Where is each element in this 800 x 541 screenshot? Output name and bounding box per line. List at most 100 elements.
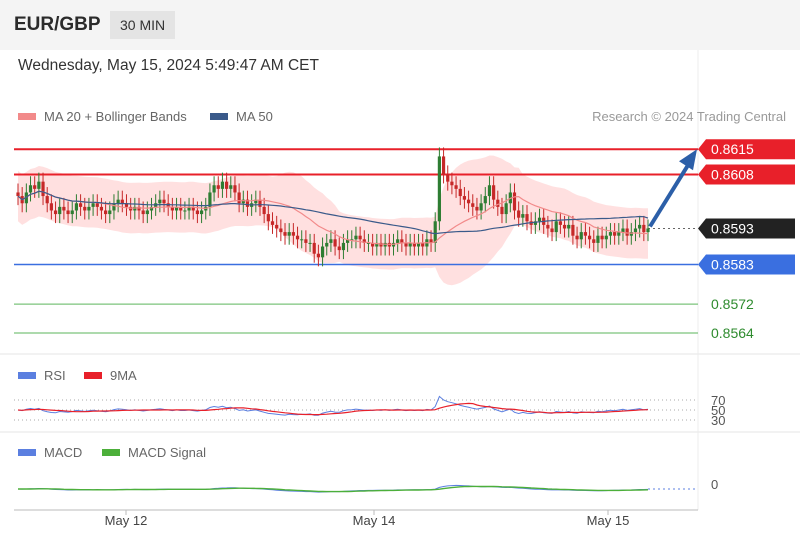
macd-signal-line (18, 485, 649, 493)
candle-body (596, 235, 600, 243)
rsi-legend-label: RSI (44, 368, 66, 383)
candle-body (579, 232, 583, 240)
candle-body (604, 235, 608, 240)
candle-body (45, 196, 49, 204)
candle-body (533, 221, 537, 225)
candle-body (216, 185, 220, 189)
candle-body (366, 242, 371, 244)
candle-body (83, 206, 87, 211)
rsi-level-label: 30 (711, 413, 725, 428)
candle-body (437, 156, 441, 222)
candle-body (120, 199, 124, 204)
candle-body (504, 203, 508, 215)
candle-body (170, 206, 174, 211)
candle-body (41, 181, 45, 197)
candle-body (575, 235, 579, 240)
candle-body (483, 196, 487, 204)
candle-body (99, 206, 104, 211)
candle-body (629, 232, 633, 236)
candle-body (53, 210, 58, 215)
ma50-line (17, 190, 649, 235)
candle-body (341, 242, 346, 251)
candle-body (78, 203, 83, 207)
candle-body (646, 228, 650, 233)
instrument-title: EUR/GBP (14, 14, 101, 35)
forecast-arrow (648, 164, 690, 228)
candle-body (450, 181, 454, 186)
candle-body (375, 242, 379, 247)
candle-body (466, 199, 471, 204)
candle-body (329, 239, 333, 243)
candle-body (262, 206, 266, 215)
candle-body (28, 185, 33, 193)
x-tick-label: May 12 (105, 513, 148, 528)
candle-body (304, 239, 308, 243)
candle-body (300, 239, 304, 241)
candle-body (487, 185, 492, 197)
candle-body (396, 239, 400, 243)
support-level-label: 0.8583 (711, 257, 754, 273)
candle-body (49, 203, 53, 211)
candle-body (108, 210, 112, 215)
candle-body (149, 206, 154, 211)
candle-body (500, 206, 504, 215)
candle-body (16, 192, 20, 197)
ma20-legend-swatch (18, 113, 36, 120)
candle-body (145, 210, 149, 215)
candle-body (537, 217, 542, 222)
candle-body (141, 210, 145, 215)
candle-body (333, 239, 337, 247)
target-level-label: 0.8564 (711, 325, 754, 341)
candle-body (275, 224, 279, 229)
candle-body (642, 224, 646, 233)
target-level-label: 0.8572 (711, 296, 754, 312)
candle-body (33, 185, 37, 189)
candle-body (404, 242, 408, 247)
chart-header: EUR/GBP 30 MIN (0, 0, 800, 50)
candle-body (266, 214, 270, 222)
candle-body (270, 221, 275, 225)
timeframe-badge[interactable]: 30 MIN (110, 11, 176, 39)
candle-body (225, 181, 229, 189)
candle-body (233, 185, 237, 193)
candle-body (558, 221, 562, 225)
candle-body (187, 206, 191, 211)
candle-body (638, 224, 642, 229)
candle-body (58, 206, 62, 215)
candle-body (91, 203, 95, 207)
rsi-ma-line (17, 402, 649, 416)
candle-body (567, 224, 571, 229)
candle-body (633, 228, 638, 233)
candle-body (66, 210, 70, 215)
candle-body (462, 196, 467, 200)
macd-zero-label: 0 (711, 477, 718, 492)
x-tick-label: May 14 (353, 513, 396, 528)
timestamp: Wednesday, May 15, 2024 5:49:47 AM CET (18, 57, 319, 74)
candle-body (587, 235, 592, 240)
candle-body (608, 232, 613, 236)
research-credit: Research © 2024 Trading Central (592, 109, 786, 124)
candle-body (325, 242, 329, 247)
candle-body (220, 181, 225, 189)
candle-body (471, 203, 475, 207)
current-price-label: 0.8593 (711, 220, 754, 236)
candle-body (512, 192, 517, 211)
x-tick-label: May 15 (587, 513, 630, 528)
candle-body (116, 199, 120, 204)
candle-body (412, 242, 416, 247)
candle-body (625, 228, 629, 236)
candle-body (291, 232, 295, 236)
candle-body (162, 199, 166, 204)
candle-body (433, 221, 437, 243)
candle-body (350, 239, 354, 241)
candle-body (446, 174, 450, 182)
candle-body (358, 235, 362, 240)
candle-body (112, 203, 116, 211)
candle-body (592, 239, 596, 243)
candle-body (287, 232, 291, 236)
macd-legend-swatch (18, 449, 36, 456)
rsi-ma-legend-label: 9MA (110, 368, 137, 383)
candle-body (191, 206, 195, 211)
candle-body (37, 181, 41, 189)
